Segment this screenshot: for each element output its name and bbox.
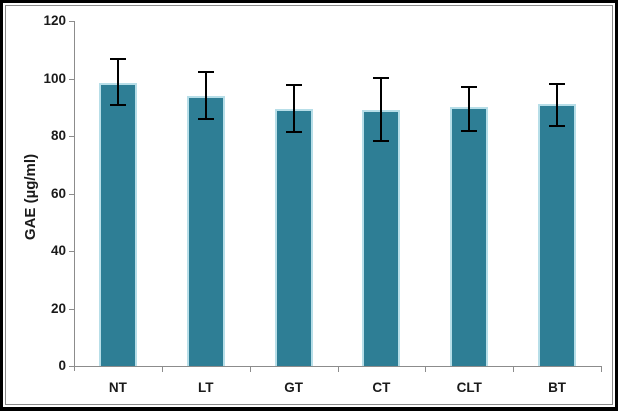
bar-ct xyxy=(362,110,401,366)
x-category-label-clt: CLT xyxy=(456,380,482,395)
y-tick-mark xyxy=(69,308,74,310)
y-tick-label: 100 xyxy=(43,70,66,86)
y-tick-label: 0 xyxy=(58,358,66,373)
x-tick-mark xyxy=(337,366,339,372)
error-bar-cap-bottom xyxy=(109,103,126,106)
error-bar-cap-bottom xyxy=(197,118,214,121)
bar-bt xyxy=(538,104,577,366)
error-bar-cap-top xyxy=(373,77,390,80)
y-tick-label: 80 xyxy=(50,128,66,143)
y-tick-mark xyxy=(69,136,74,137)
bar-gt xyxy=(274,108,313,366)
error-bar-cap-top xyxy=(109,58,126,61)
x-category-label-gt: GT xyxy=(284,380,303,395)
error-bar-line xyxy=(468,85,471,132)
x-tick-mark xyxy=(601,366,602,372)
error-bar-cap-top xyxy=(549,82,566,85)
x-tick-mark xyxy=(249,366,251,372)
error-bar-cap-top xyxy=(197,71,214,74)
error-bar-cap-bottom xyxy=(285,131,302,134)
y-tick-mark xyxy=(69,21,74,22)
error-bar-cap-bottom xyxy=(549,125,566,128)
error-bar-line xyxy=(116,58,119,106)
y-tick-label: 60 xyxy=(50,185,66,201)
y-tick-label: 40 xyxy=(50,243,66,258)
y-tick-mark xyxy=(69,193,74,195)
y-tick-label: 20 xyxy=(50,300,66,316)
bar-clt xyxy=(450,107,489,366)
x-category-label-lt: LT xyxy=(197,380,214,395)
x-tick-mark xyxy=(425,366,427,372)
y-tick-mark xyxy=(69,366,74,367)
error-bar-line xyxy=(204,71,207,121)
error-bar-line xyxy=(380,77,383,142)
y-tick-label: 120 xyxy=(43,13,66,28)
x-category-label-nt: NT xyxy=(108,380,127,395)
chart-inner-frame: GAE (µg/ml) 0 20 40 60 80 100 120 NT LT GT CT CLT BT xyxy=(5,5,613,405)
error-bar-cap-top xyxy=(285,84,302,87)
x-category-label-bt: BT xyxy=(548,380,567,395)
error-bar-cap-bottom xyxy=(461,129,478,132)
y-tick-mark xyxy=(69,251,74,252)
x-tick-mark xyxy=(513,366,515,372)
error-bar-cap-bottom xyxy=(373,139,390,142)
error-bar-cap-top xyxy=(461,85,478,88)
error-bar-line xyxy=(556,82,559,128)
bar-lt xyxy=(186,95,225,366)
x-tick-mark xyxy=(161,366,163,372)
bar-nt xyxy=(98,82,137,366)
y-tick-mark xyxy=(69,78,74,80)
x-category-label-ct: CT xyxy=(372,380,391,395)
error-bar-line xyxy=(292,84,295,134)
y-axis-line xyxy=(74,21,75,371)
